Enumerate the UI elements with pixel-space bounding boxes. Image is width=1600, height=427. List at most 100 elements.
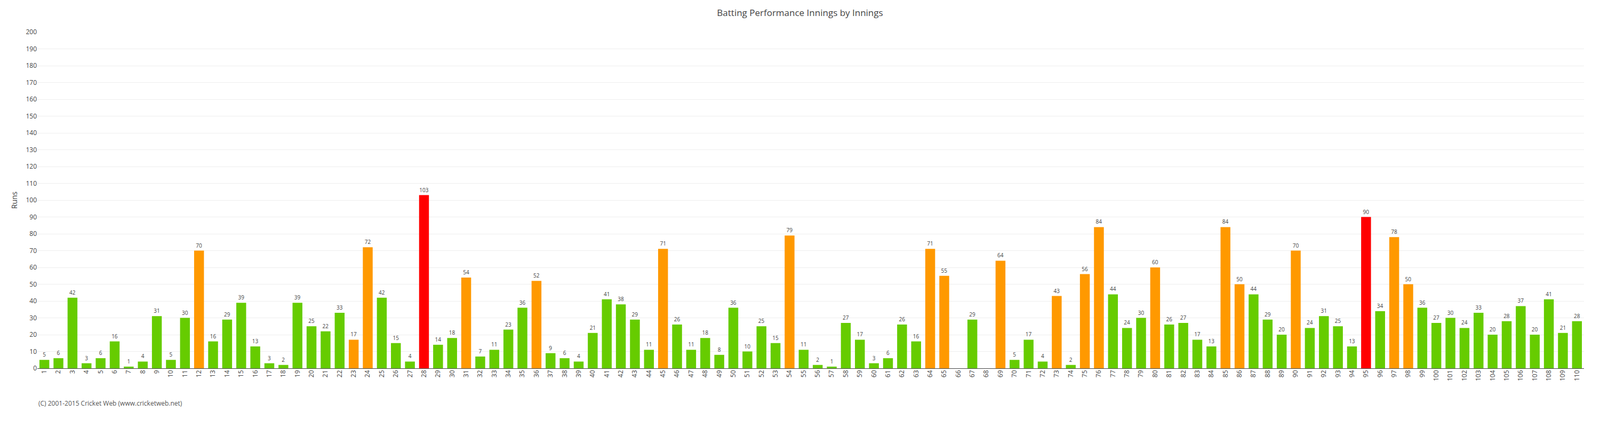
svg-text:4: 4: [408, 352, 412, 360]
svg-text:57: 57: [826, 369, 836, 378]
svg-text:(C) 2001-2015 Cricket Web (www: (C) 2001-2015 Cricket Web (www.cricketwe…: [38, 398, 183, 408]
svg-text:20: 20: [1531, 325, 1539, 333]
svg-text:85: 85: [1220, 369, 1230, 378]
svg-text:84: 84: [1222, 217, 1229, 226]
svg-text:14: 14: [435, 335, 442, 343]
svg-text:26: 26: [899, 315, 906, 323]
svg-text:50: 50: [728, 369, 738, 378]
svg-text:73: 73: [1051, 369, 1061, 378]
svg-text:104: 104: [1488, 369, 1498, 381]
svg-text:27: 27: [842, 313, 850, 322]
svg-text:9: 9: [548, 344, 552, 352]
svg-text:60: 60: [1152, 258, 1159, 266]
svg-text:5: 5: [169, 350, 173, 358]
svg-text:160: 160: [25, 94, 37, 104]
svg-text:41: 41: [602, 369, 612, 378]
svg-text:31: 31: [461, 369, 471, 378]
svg-text:38: 38: [560, 369, 570, 378]
svg-text:84: 84: [1096, 217, 1103, 226]
svg-text:77: 77: [1108, 369, 1118, 378]
svg-text:97: 97: [1389, 369, 1399, 378]
svg-text:21: 21: [589, 323, 596, 332]
svg-text:6: 6: [57, 348, 61, 357]
svg-text:60: 60: [869, 369, 879, 378]
svg-text:90: 90: [1363, 208, 1370, 216]
svg-text:1: 1: [830, 357, 834, 365]
svg-text:42: 42: [616, 369, 626, 378]
svg-text:89: 89: [1276, 369, 1286, 378]
svg-text:76: 76: [1093, 369, 1103, 378]
svg-text:103: 103: [1473, 369, 1483, 381]
svg-text:55: 55: [798, 369, 808, 378]
svg-text:16: 16: [250, 369, 260, 378]
svg-text:11: 11: [491, 340, 498, 348]
svg-text:11: 11: [800, 340, 807, 348]
svg-text:42: 42: [378, 288, 386, 296]
svg-text:65: 65: [939, 369, 949, 378]
svg-text:2: 2: [281, 355, 285, 364]
svg-text:3: 3: [84, 354, 88, 362]
svg-text:25: 25: [377, 369, 387, 378]
svg-text:63: 63: [911, 369, 921, 378]
svg-text:103: 103: [419, 186, 429, 194]
svg-text:83: 83: [1192, 369, 1202, 378]
svg-text:15: 15: [772, 333, 779, 342]
svg-text:130: 130: [25, 145, 37, 155]
svg-text:50: 50: [1405, 275, 1412, 283]
svg-text:6: 6: [109, 369, 119, 374]
svg-text:13: 13: [252, 337, 259, 345]
svg-text:29: 29: [433, 369, 443, 378]
svg-text:80: 80: [1150, 369, 1160, 378]
svg-text:33: 33: [336, 303, 343, 311]
svg-text:190: 190: [25, 44, 37, 54]
svg-text:5: 5: [1012, 350, 1016, 358]
svg-text:28: 28: [1573, 312, 1581, 320]
svg-text:Runs: Runs: [9, 190, 20, 209]
svg-text:22: 22: [322, 322, 330, 330]
svg-text:4: 4: [81, 369, 91, 374]
svg-text:42: 42: [69, 288, 76, 296]
svg-text:140: 140: [25, 128, 37, 138]
svg-text:64: 64: [997, 251, 1004, 259]
svg-text:69: 69: [995, 369, 1005, 378]
svg-text:50: 50: [1236, 275, 1243, 283]
svg-text:26: 26: [390, 369, 400, 378]
svg-text:3: 3: [67, 369, 77, 374]
svg-text:39: 39: [237, 293, 245, 301]
svg-text:14: 14: [222, 369, 232, 378]
svg-text:95: 95: [1361, 369, 1371, 378]
svg-text:15: 15: [392, 333, 399, 342]
svg-text:7: 7: [123, 369, 133, 374]
svg-text:13: 13: [1208, 337, 1215, 345]
svg-text:26: 26: [674, 315, 681, 323]
svg-text:56: 56: [1081, 265, 1088, 273]
svg-text:47: 47: [686, 369, 696, 378]
svg-text:24: 24: [1461, 318, 1468, 326]
svg-text:74: 74: [1066, 369, 1076, 378]
svg-text:5: 5: [42, 350, 46, 358]
svg-text:72: 72: [364, 237, 372, 246]
svg-text:36: 36: [519, 298, 526, 307]
svg-text:5: 5: [96, 369, 106, 374]
svg-text:40: 40: [29, 296, 37, 306]
svg-text:107: 107: [1530, 369, 1540, 381]
svg-text:39: 39: [573, 369, 583, 378]
svg-text:52: 52: [533, 271, 540, 279]
svg-text:2: 2: [53, 369, 63, 374]
svg-text:68: 68: [981, 369, 991, 378]
svg-text:150: 150: [25, 111, 37, 121]
svg-text:30: 30: [29, 313, 37, 323]
svg-text:82: 82: [1178, 369, 1188, 378]
svg-text:4: 4: [577, 352, 581, 360]
svg-text:9: 9: [152, 369, 162, 374]
svg-text:28: 28: [419, 369, 429, 378]
svg-text:106: 106: [1515, 369, 1525, 381]
svg-text:67: 67: [967, 369, 977, 378]
svg-text:17: 17: [264, 369, 274, 378]
svg-text:36: 36: [730, 298, 737, 307]
svg-text:38: 38: [617, 294, 624, 303]
svg-text:27: 27: [1433, 313, 1440, 322]
svg-text:Batting Performance Innings by: Batting Performance Innings by Innings: [716, 6, 883, 19]
svg-text:2: 2: [1069, 355, 1073, 364]
svg-text:13: 13: [208, 369, 218, 378]
